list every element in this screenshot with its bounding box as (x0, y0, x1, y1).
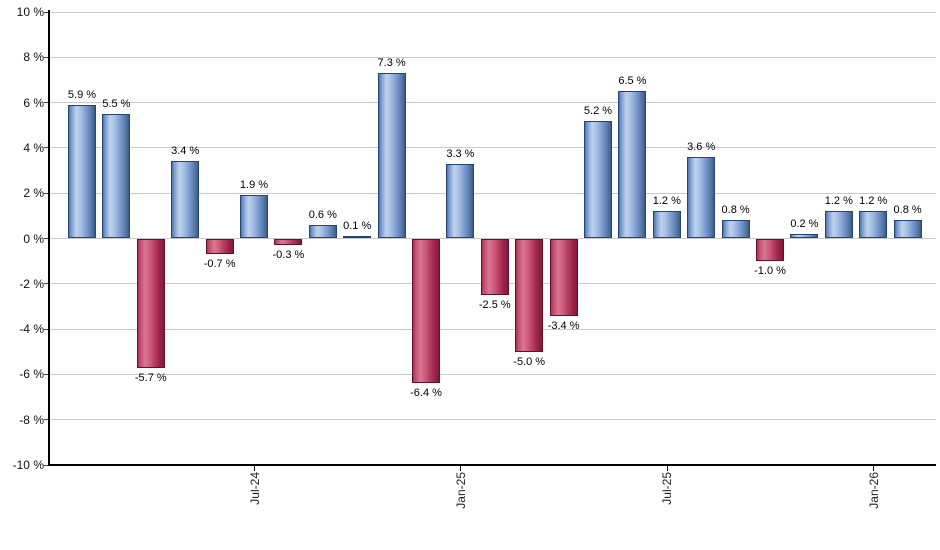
y-axis-tick (44, 373, 49, 375)
bar-value-label: 5.5 % (102, 97, 131, 110)
gridline (50, 373, 936, 375)
bar-value-label: 7.3 % (377, 57, 406, 70)
y-tick-label: 8 % (23, 50, 44, 65)
y-axis-tick (44, 56, 49, 58)
bar (584, 120, 612, 239)
y-axis-tick (44, 102, 49, 104)
bar-value-label: 1.2 % (652, 195, 681, 208)
bar-value-label: 1.2 % (859, 195, 888, 208)
x-tick-label: Jul-25 (660, 472, 675, 505)
bar (721, 220, 750, 239)
gridline (50, 102, 936, 104)
bar-value-label: -0.7 % (203, 258, 236, 271)
bar-value-label: 0.8 % (721, 204, 750, 217)
bar (652, 211, 681, 239)
y-tick-label: -6 % (19, 367, 44, 382)
y-axis-tick (44, 11, 49, 13)
bar-value-label: -3.4 % (547, 319, 580, 332)
gridline (50, 192, 936, 194)
y-tick-label: -10 % (12, 458, 44, 472)
bar (790, 233, 819, 239)
bar (240, 195, 268, 239)
bar-value-label: -2.5 % (478, 299, 511, 312)
bar (687, 156, 716, 239)
y-axis-tick (44, 283, 49, 285)
bar-value-label: 1.2 % (824, 195, 853, 208)
bar-value-label: 5.2 % (583, 104, 613, 117)
bar (68, 104, 96, 239)
bar (756, 238, 784, 262)
bar (308, 224, 337, 239)
x-tick-label: Jul-24 (247, 472, 262, 505)
bar-value-label: -0.3 % (272, 249, 305, 262)
bar-value-label: 3.3 % (446, 147, 475, 160)
bar (412, 238, 440, 384)
bar-value-label: -5.0 % (513, 355, 546, 368)
y-tick-label: 2 % (23, 186, 44, 201)
y-tick-label: 6 % (23, 95, 44, 110)
gridline (50, 56, 936, 58)
y-tick-label: -8 % (19, 412, 44, 427)
bar-value-label: 3.4 % (171, 145, 200, 158)
bar-value-label: 0.1 % (343, 220, 372, 233)
y-axis-tick (44, 464, 49, 466)
bar (515, 238, 544, 352)
bar (274, 238, 303, 246)
bar (824, 211, 853, 239)
y-axis-tick (44, 238, 49, 239)
bar-value-label: 6.5 % (618, 75, 647, 88)
bar-value-label: 0.2 % (790, 217, 819, 230)
bar (102, 113, 131, 239)
x-axis-tick (873, 465, 875, 471)
bar-value-label: 1.9 % (239, 179, 269, 192)
bar (171, 161, 200, 239)
y-axis-tick (44, 192, 49, 194)
y-axis-tick (44, 147, 49, 149)
gridline (50, 11, 936, 13)
x-axis-tick (254, 465, 255, 471)
gridline (50, 328, 936, 330)
y-axis-tick (44, 419, 49, 421)
bar-value-label: 3.6 % (687, 140, 716, 153)
y-axis-line (48, 10, 50, 466)
bar (618, 91, 647, 239)
bar-value-label: 5.9 % (67, 88, 97, 101)
bar (549, 238, 578, 316)
x-tick-label: Jan-25 (453, 472, 468, 509)
bar (893, 220, 922, 239)
gridline (50, 419, 936, 421)
bar (343, 236, 372, 239)
x-axis-tick (666, 465, 668, 471)
bar-value-label: -6.4 % (410, 387, 442, 400)
y-tick-label: 4 % (23, 140, 44, 155)
bar (377, 73, 406, 239)
x-tick-label: Jan-26 (866, 472, 881, 509)
x-axis-line (48, 464, 936, 466)
bar-value-label: 0.8 % (893, 204, 922, 217)
y-axis-tick (44, 328, 49, 330)
gridline (50, 147, 936, 149)
y-tick-label: 10 % (16, 5, 44, 19)
bar (136, 238, 165, 368)
bar (480, 238, 509, 296)
x-axis-tick (460, 465, 462, 471)
bar (859, 211, 888, 239)
bar-value-label: -5.7 % (134, 371, 167, 384)
bar (446, 163, 475, 239)
bar (205, 238, 234, 255)
y-tick-label: -4 % (19, 322, 44, 337)
bar-value-label: 0.6 % (308, 208, 337, 221)
bar-value-label: -1.0 % (754, 265, 786, 278)
y-tick-label: 0 % (23, 231, 44, 246)
y-tick-label: -2 % (19, 276, 44, 291)
